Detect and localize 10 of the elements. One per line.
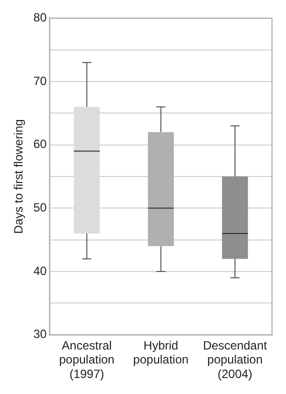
x-tick-label: Descendant population (2004) [202,338,268,382]
x-tick-label: Ancestral population (1997) [59,338,114,382]
y-axis-title: Days to first flowering [12,119,26,234]
x-tick-label: Hybrid population [133,338,189,367]
y-tick-label: 60 [33,137,48,152]
y-tick-label: 80 [33,10,48,25]
y-tick-label: 30 [33,327,48,342]
y-tick-label: 40 [33,264,48,278]
y-tick-label: 50 [33,200,48,214]
y-tick-label: 70 [33,74,48,88]
